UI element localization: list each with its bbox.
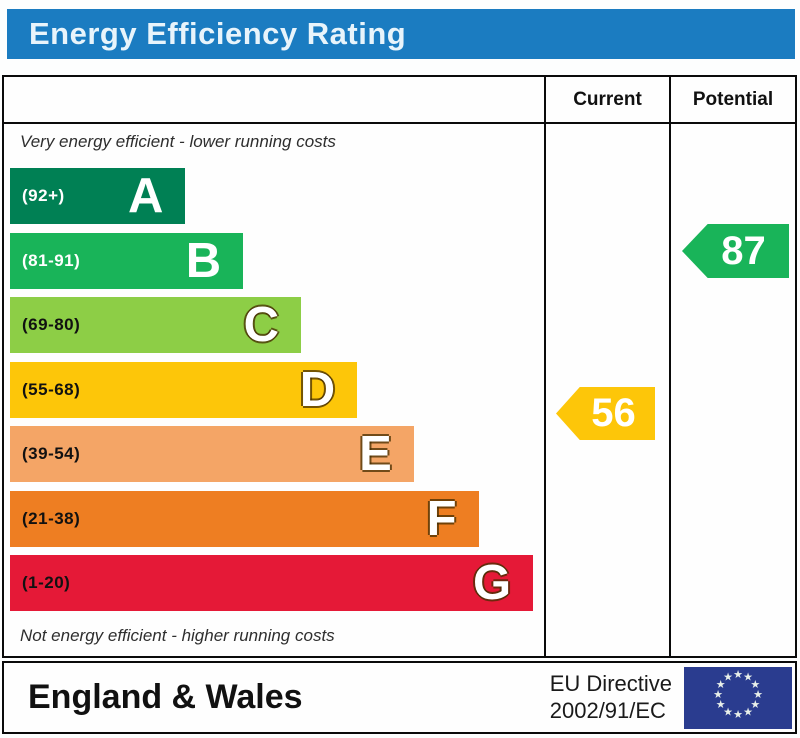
band-letter: E bbox=[359, 427, 392, 481]
svg-text:★: ★ bbox=[750, 698, 760, 711]
svg-text:★: ★ bbox=[743, 705, 753, 718]
svg-text:★: ★ bbox=[716, 698, 726, 711]
footer-bar: England & Wales EU Directive 2002/91/EC … bbox=[2, 661, 797, 734]
band-letter: D bbox=[299, 362, 336, 417]
table-body: Very energy efficient - lower running co… bbox=[4, 124, 795, 656]
band-d: (55-68) D bbox=[10, 361, 358, 418]
eu-directive-line1: EU Directive bbox=[549, 671, 672, 697]
band-row-g: (1-20) G bbox=[10, 555, 540, 611]
potential-rating-arrow: 87 bbox=[682, 224, 789, 278]
band-range-label: (1-20) bbox=[22, 573, 71, 592]
band-g: (1-20) G bbox=[10, 555, 534, 611]
current-column: 56 bbox=[544, 124, 669, 656]
current-rating-arrow: 56 bbox=[556, 387, 655, 440]
region-label: England & Wales bbox=[28, 678, 303, 716]
svg-text:★: ★ bbox=[713, 688, 723, 701]
band-letter: A bbox=[128, 169, 164, 223]
page-title: Energy Efficiency Rating bbox=[29, 16, 407, 51]
scale-header-cell bbox=[4, 77, 544, 122]
rating-table: Current Potential Very energy efficient … bbox=[2, 75, 797, 658]
band-row-b: (81-91) B bbox=[10, 232, 540, 289]
eu-directive-line2: 2002/91/EC bbox=[549, 697, 666, 723]
band-range-label: (69-80) bbox=[22, 315, 81, 334]
top-note: Very energy efficient - lower running co… bbox=[20, 132, 336, 151]
title-bar: Energy Efficiency Rating bbox=[7, 9, 795, 59]
band-b: (81-91) B bbox=[10, 232, 244, 289]
svg-text:★: ★ bbox=[753, 688, 763, 701]
band-letter: C bbox=[243, 298, 279, 352]
bottom-note: Not energy efficient - higher running co… bbox=[20, 626, 335, 645]
svg-text:★: ★ bbox=[733, 668, 743, 681]
band-row-f: (21-38) F bbox=[10, 490, 540, 547]
band-row-e: (39-54) E bbox=[10, 426, 540, 482]
band-row-a: (92+) A bbox=[10, 168, 540, 224]
band-f: (21-38) F bbox=[10, 490, 479, 547]
band-range-label: (92+) bbox=[22, 186, 65, 205]
current-column-header: Current bbox=[544, 77, 669, 122]
eu-directive-label: EU Directive 2002/91/EC bbox=[550, 671, 672, 724]
band-a: (92+) A bbox=[10, 168, 186, 224]
potential-rating-value: 87 bbox=[721, 228, 766, 273]
svg-text:★: ★ bbox=[733, 708, 743, 721]
band-letter: B bbox=[185, 233, 222, 288]
potential-column-header: Potential bbox=[669, 77, 795, 122]
band-letter: G bbox=[472, 556, 512, 610]
svg-text:★: ★ bbox=[750, 678, 760, 691]
band-range-label: (39-54) bbox=[22, 444, 81, 463]
band-row-c: (69-80) C bbox=[10, 297, 540, 353]
rating-bands: (92+) A (81-91) B (69-80) C bbox=[10, 168, 540, 620]
band-range-label: (21-38) bbox=[22, 508, 81, 528]
band-row-d: (55-68) D bbox=[10, 361, 540, 418]
band-letter: F bbox=[426, 491, 457, 546]
rating-scale: Very energy efficient - lower running co… bbox=[4, 124, 544, 656]
current-rating-value: 56 bbox=[591, 391, 636, 435]
table-header: Current Potential bbox=[4, 77, 795, 124]
band-c: (69-80) C bbox=[10, 297, 301, 353]
svg-text:★: ★ bbox=[723, 670, 733, 683]
band-range-label: (55-68) bbox=[22, 379, 81, 399]
band-range-label: (81-91) bbox=[22, 250, 81, 270]
svg-text:★: ★ bbox=[716, 678, 726, 691]
band-e: (39-54) E bbox=[10, 426, 414, 482]
potential-column: 87 bbox=[669, 124, 795, 656]
eu-flag-icon: ★ ★ ★ ★ ★ ★ ★ ★ ★ ★ ★ ★ bbox=[684, 666, 792, 729]
svg-text:★: ★ bbox=[743, 670, 753, 683]
svg-text:★: ★ bbox=[723, 705, 733, 718]
